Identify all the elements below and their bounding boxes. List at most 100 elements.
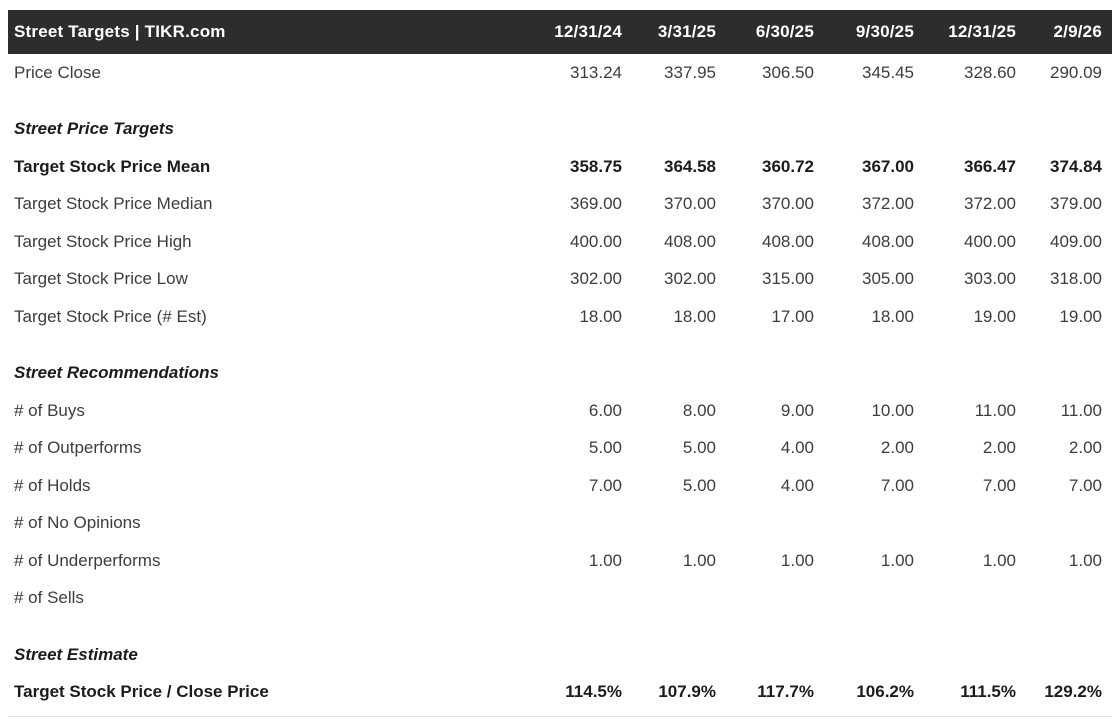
cell-value: 337.95 [664, 62, 716, 82]
column-header: 12/31/24 [554, 22, 622, 41]
row-label: # of Underperforms [14, 550, 161, 570]
cell-value: 7.00 [588, 475, 622, 495]
row-label: Target Stock Price / Close Price [14, 682, 269, 702]
cell-value: 409.00 [1050, 231, 1102, 251]
cell-value: 9.00 [780, 400, 814, 420]
cell-value: 290.09 [1050, 62, 1102, 82]
cell-value: 318.00 [1050, 269, 1102, 289]
cell-value: 18.00 [871, 306, 914, 326]
cell-value: 129.2% [1044, 682, 1102, 702]
cell-value: 17.00 [771, 306, 814, 326]
row-target-price-to-close-ratio: Target Stock Price / Close Price 114.5% … [8, 674, 1112, 712]
row-label: Target Stock Price High [14, 231, 192, 251]
cell-value: 1.00 [880, 550, 914, 570]
cell-value: 18.00 [579, 306, 622, 326]
cell-value: 408.00 [762, 231, 814, 251]
cell-value: 4.00 [780, 438, 814, 458]
cell-value: 372.00 [862, 194, 914, 214]
cell-value: 1.00 [682, 550, 716, 570]
cell-value: 19.00 [973, 306, 1016, 326]
cell-value: 305.00 [862, 269, 914, 289]
cell-value: 2.00 [1068, 438, 1102, 458]
row-target-stock-price-high: Target Stock Price High 400.00 408.00 40… [8, 223, 1112, 261]
cell-value: 106.2% [856, 682, 914, 702]
row-label: # of Outperforms [14, 438, 142, 458]
row-label: Target Stock Price Median [14, 194, 213, 214]
table-header: Street Targets | TIKR.com 12/31/24 3/31/… [8, 10, 1112, 54]
row-label: # of Holds [14, 475, 91, 495]
cell-value: 328.60 [964, 62, 1016, 82]
section-title: Street Recommendations [14, 363, 219, 383]
row-label: Price Close [14, 62, 101, 82]
cell-value: 400.00 [570, 231, 622, 251]
cell-value: 345.45 [862, 62, 914, 82]
cell-value: 358.75 [570, 156, 622, 176]
cell-value: 2.00 [880, 438, 914, 458]
cell-value: 313.24 [570, 62, 622, 82]
cell-value: 5.00 [682, 475, 716, 495]
cell-value: 366.47 [964, 156, 1016, 176]
row-num-outperforms: # of Outperforms 5.00 5.00 4.00 2.00 2.0… [8, 430, 1112, 468]
cell-value: 408.00 [862, 231, 914, 251]
cell-value: 372.00 [964, 194, 1016, 214]
section-title: Street Price Targets [14, 119, 174, 139]
cell-value: 7.00 [880, 475, 914, 495]
table-title: Street Targets | TIKR.com [14, 22, 226, 41]
cell-value: 11.00 [974, 400, 1016, 420]
column-header: 9/30/25 [855, 22, 914, 41]
bottom-divider [8, 716, 1112, 717]
cell-value: 303.00 [964, 269, 1016, 289]
cell-value: 11.00 [1060, 400, 1102, 420]
section-street-estimate: Street Estimate [8, 636, 1112, 674]
section-street-price-targets: Street Price Targets [8, 111, 1112, 149]
cell-value: 1.00 [1068, 550, 1102, 570]
row-price-close: Price Close 313.24 337.95 306.50 345.45 … [8, 54, 1112, 92]
cell-value: 370.00 [762, 194, 814, 214]
cell-value: 6.00 [588, 400, 622, 420]
column-header: 6/30/25 [755, 22, 814, 41]
section-title: Street Estimate [14, 644, 138, 664]
cell-value: 5.00 [588, 438, 622, 458]
row-num-sells: # of Sells [8, 580, 1112, 618]
cell-value: 369.00 [570, 194, 622, 214]
cell-value: 302.00 [664, 269, 716, 289]
cell-value: 5.00 [682, 438, 716, 458]
cell-value: 1.00 [982, 550, 1016, 570]
cell-value: 10.00 [871, 400, 914, 420]
cell-value: 19.00 [1059, 306, 1102, 326]
row-num-holds: # of Holds 7.00 5.00 4.00 7.00 7.00 7.00 [8, 467, 1112, 505]
cell-value: 8.00 [682, 400, 716, 420]
cell-value: 111.5% [960, 682, 1016, 702]
cell-value: 18.00 [673, 306, 716, 326]
cell-value: 7.00 [1068, 475, 1102, 495]
column-header: 12/31/25 [948, 22, 1016, 41]
row-label: # of Sells [14, 588, 84, 608]
row-label: Target Stock Price Low [14, 269, 188, 289]
row-num-underperforms: # of Underperforms 1.00 1.00 1.00 1.00 1… [8, 542, 1112, 580]
row-target-stock-price-mean: Target Stock Price Mean 358.75 364.58 36… [8, 148, 1112, 186]
cell-value: 379.00 [1050, 194, 1102, 214]
cell-value: 302.00 [570, 269, 622, 289]
cell-value: 364.58 [664, 156, 716, 176]
cell-value: 360.72 [762, 156, 814, 176]
cell-value: 306.50 [762, 62, 814, 82]
cell-value: 114.5% [565, 682, 622, 702]
cell-value: 374.84 [1050, 156, 1102, 176]
row-target-stock-price-low: Target Stock Price Low 302.00 302.00 315… [8, 261, 1112, 299]
row-num-no-opinions: # of No Opinions [8, 505, 1112, 543]
row-label: # of No Opinions [14, 513, 141, 533]
row-label: Target Stock Price (# Est) [14, 306, 207, 326]
cell-value: 2.00 [982, 438, 1016, 458]
column-header: 2/9/26 [1053, 22, 1102, 41]
cell-value: 408.00 [664, 231, 716, 251]
cell-value: 315.00 [762, 269, 814, 289]
column-header: 3/31/25 [657, 22, 716, 41]
row-target-stock-price-est-count: Target Stock Price (# Est) 18.00 18.00 1… [8, 298, 1112, 336]
row-target-stock-price-median: Target Stock Price Median 369.00 370.00 … [8, 186, 1112, 224]
cell-value: 400.00 [964, 231, 1016, 251]
row-label: # of Buys [14, 400, 85, 420]
cell-value: 1.00 [780, 550, 814, 570]
cell-value: 370.00 [664, 194, 716, 214]
row-label: Target Stock Price Mean [14, 156, 211, 176]
